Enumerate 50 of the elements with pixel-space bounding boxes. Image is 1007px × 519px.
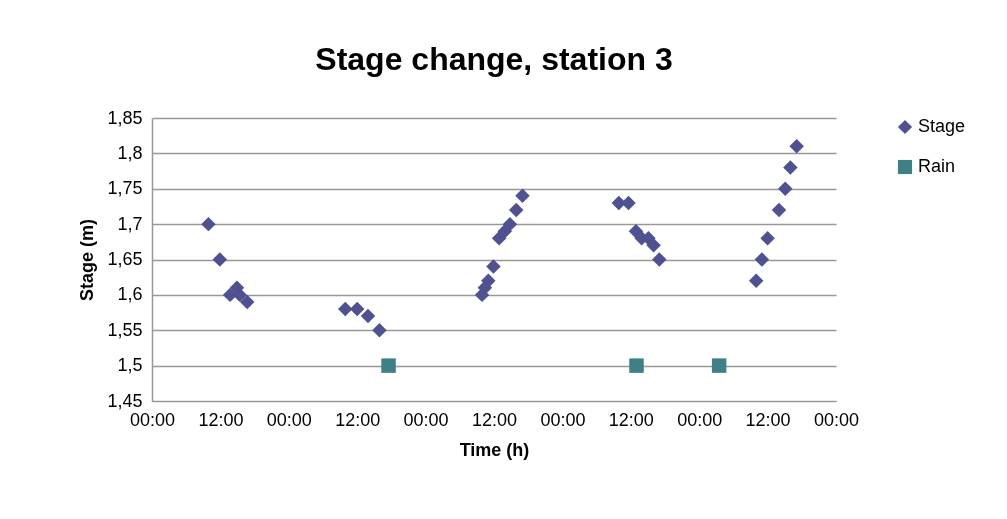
point [783, 160, 798, 175]
point [502, 216, 518, 232]
y-tick-label: 1,55 [107, 319, 143, 340]
point [515, 188, 530, 204]
point [508, 202, 524, 218]
x-tick-label: 12:00 [471, 409, 518, 430]
point [621, 195, 636, 211]
y-axis-title: Stage (m) [77, 218, 98, 302]
x-tick-label: 12:00 [335, 409, 381, 430]
x-tick-label: 00:00 [129, 409, 176, 430]
point [372, 323, 387, 338]
legend-label: Rain [918, 156, 956, 176]
point [239, 294, 255, 310]
y-tick-label: 1,8 [117, 142, 143, 163]
point [481, 273, 496, 288]
point [360, 308, 376, 324]
x-tick-label: 00:00 [266, 409, 312, 430]
y-tick-label: 1,65 [107, 249, 143, 269]
point [646, 238, 661, 253]
point [629, 358, 644, 373]
point [760, 231, 775, 246]
x-tick-label: 12:00 [198, 409, 244, 430]
y-tick-label: 1,6 [117, 284, 143, 305]
point [486, 259, 501, 274]
x-axis-title: Time (h) [459, 439, 530, 460]
point [212, 252, 228, 267]
x-tick-label: 12:00 [745, 409, 791, 430]
x-tick-label: 00:00 [813, 409, 860, 430]
chart-title: Stage change, station 3 [315, 41, 673, 77]
x-tick-label: 12:00 [608, 409, 654, 430]
y-tick-label: 1,85 [107, 107, 143, 128]
legend-label: Stage [918, 116, 966, 136]
x-tick-label: 00:00 [540, 409, 586, 430]
y-tick-label: 1,45 [107, 390, 143, 411]
point [778, 181, 793, 196]
point [771, 202, 787, 218]
point [754, 252, 770, 267]
point [349, 301, 365, 317]
point [711, 358, 727, 373]
point [652, 252, 667, 267]
x-tick-label: 00:00 [403, 409, 449, 430]
point [337, 301, 353, 317]
point [381, 358, 396, 373]
x-tick-label: 00:00 [677, 409, 723, 430]
y-tick-label: 1,75 [107, 178, 143, 199]
y-tick-label: 1,7 [117, 213, 143, 234]
y-tick-label: 1,5 [117, 355, 143, 376]
point [789, 139, 804, 154]
point [748, 273, 764, 288]
point [201, 216, 216, 232]
